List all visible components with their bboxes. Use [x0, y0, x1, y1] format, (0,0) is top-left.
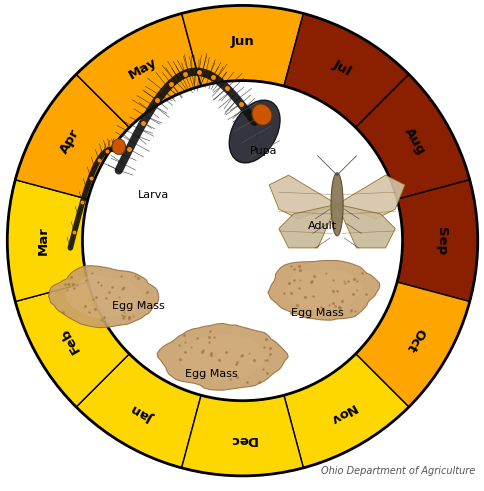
Text: Egg Mass: Egg Mass — [111, 301, 164, 311]
Text: Oct: Oct — [402, 326, 426, 355]
Wedge shape — [15, 282, 129, 407]
Ellipse shape — [330, 173, 342, 236]
Wedge shape — [7, 180, 88, 301]
Polygon shape — [269, 175, 336, 219]
Wedge shape — [396, 180, 477, 301]
Polygon shape — [177, 333, 268, 380]
Text: Aug: Aug — [401, 125, 427, 157]
Polygon shape — [157, 324, 287, 390]
Polygon shape — [278, 204, 336, 248]
Text: Nov: Nov — [325, 400, 357, 426]
Text: Mar: Mar — [37, 226, 50, 255]
Polygon shape — [65, 275, 142, 318]
Polygon shape — [48, 266, 158, 327]
Wedge shape — [355, 282, 469, 407]
Wedge shape — [76, 354, 201, 468]
Polygon shape — [267, 261, 379, 320]
Text: Egg Mass: Egg Mass — [290, 308, 343, 318]
Text: Larva: Larva — [138, 190, 169, 199]
Text: Sep: Sep — [434, 226, 447, 255]
Text: Dec: Dec — [228, 433, 256, 446]
Circle shape — [82, 81, 402, 401]
Text: Pupa: Pupa — [249, 146, 277, 156]
Wedge shape — [355, 74, 469, 199]
Polygon shape — [336, 204, 394, 248]
Wedge shape — [181, 5, 303, 86]
Ellipse shape — [112, 139, 125, 155]
Polygon shape — [285, 269, 363, 311]
Wedge shape — [181, 395, 303, 476]
Text: Jan: Jan — [130, 402, 156, 424]
Text: Ohio Department of Agriculture: Ohio Department of Agriculture — [320, 466, 474, 476]
Text: Feb: Feb — [58, 325, 83, 355]
Wedge shape — [76, 13, 201, 128]
Polygon shape — [336, 175, 404, 219]
Ellipse shape — [251, 104, 272, 125]
Ellipse shape — [229, 100, 279, 163]
Wedge shape — [15, 74, 129, 199]
Text: Jun: Jun — [230, 35, 254, 48]
Wedge shape — [283, 354, 408, 468]
Wedge shape — [283, 13, 408, 128]
Text: Apr: Apr — [58, 127, 82, 156]
Text: Egg Mass: Egg Mass — [184, 369, 237, 379]
Text: Adult: Adult — [307, 221, 336, 231]
Text: Jul: Jul — [330, 58, 353, 79]
Text: May: May — [126, 55, 159, 82]
